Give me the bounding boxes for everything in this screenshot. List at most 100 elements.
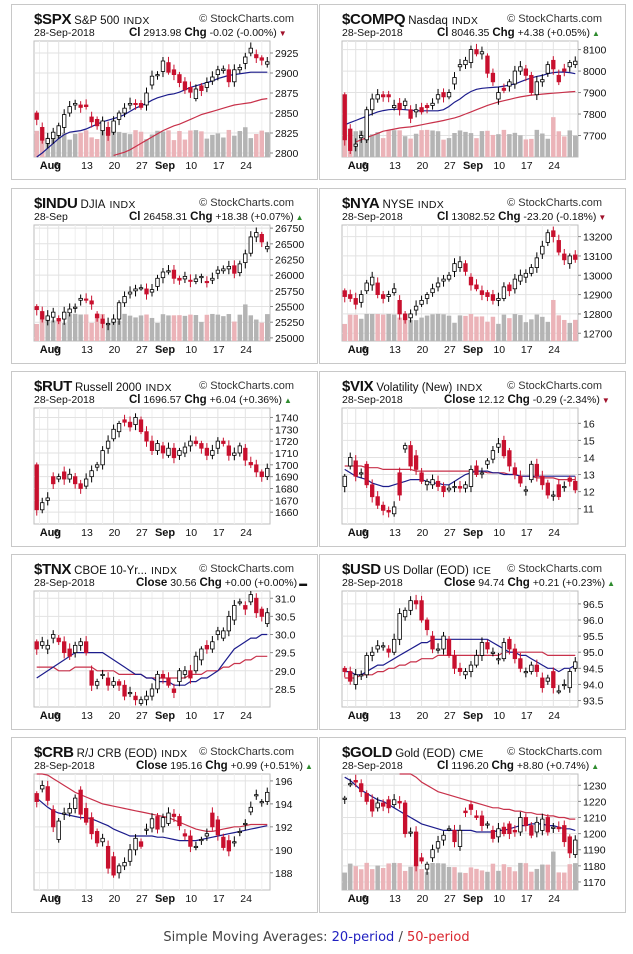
x-tick-label: Aug xyxy=(348,710,369,722)
flat-dash-icon: ▬ xyxy=(299,579,308,588)
y-tick-label: 12700 xyxy=(583,328,612,340)
symbol[interactable]: $NYA xyxy=(342,195,380,212)
candle xyxy=(199,648,204,661)
chart-panel-indu[interactable]: $INDU DJIA INDX © StockCharts.com 28-Sep Cl 2… xyxy=(11,188,318,364)
symbol[interactable]: $VIX xyxy=(342,378,374,395)
candle xyxy=(226,615,231,632)
sma50-line xyxy=(344,651,576,679)
volume-bar xyxy=(78,132,83,157)
candle xyxy=(512,278,518,290)
symbol[interactable]: $USD xyxy=(342,561,381,578)
volume-bar xyxy=(347,863,353,890)
symbol[interactable]: $RUT xyxy=(34,378,72,395)
y-tick-label: 190 xyxy=(275,845,293,857)
candle xyxy=(430,635,435,650)
sma20-line xyxy=(36,797,268,842)
candle xyxy=(34,112,39,120)
candle xyxy=(67,808,72,814)
instrument-name: DJIA xyxy=(80,199,106,211)
candle xyxy=(485,460,490,465)
symbol[interactable]: $COMPQ xyxy=(342,11,406,28)
y-tick-label: 1180 xyxy=(583,861,606,873)
sma-legend-sep: / xyxy=(394,930,407,945)
y-tick-label: 1700 xyxy=(275,460,299,472)
symbol[interactable]: $CRB xyxy=(34,744,74,761)
candle xyxy=(56,820,61,840)
candle xyxy=(243,253,248,264)
volume-bar xyxy=(364,131,369,157)
y-tick-label: 1690 xyxy=(275,472,299,484)
candle xyxy=(237,831,242,834)
symbol[interactable]: $TNX xyxy=(34,561,72,578)
candle xyxy=(496,92,501,100)
candle xyxy=(160,445,166,454)
volume-bar xyxy=(402,317,408,341)
y-tick-label: 30.5 xyxy=(275,611,296,623)
x-tick-label: 27 xyxy=(136,710,148,722)
candle xyxy=(243,822,248,825)
candle xyxy=(254,464,259,473)
candle xyxy=(232,841,237,844)
candle xyxy=(166,677,171,686)
candle xyxy=(370,799,375,812)
volume-bar xyxy=(551,851,556,890)
instrument-name: Gold (EOD) xyxy=(395,748,456,760)
chart-panel-vix[interactable]: $VIX Volatility (New) INDX © StockCharts.co… xyxy=(319,371,626,547)
candle xyxy=(359,783,364,793)
candle xyxy=(490,450,496,460)
candle xyxy=(556,690,561,693)
candle xyxy=(166,62,171,73)
chart-panel-nya[interactable]: $NYA NYSE INDX © StockCharts.com 28-Sep-2018… xyxy=(319,188,626,364)
candle xyxy=(419,857,424,862)
exchange: CME xyxy=(459,748,484,760)
volume-bar xyxy=(122,313,127,341)
candle xyxy=(144,431,149,442)
chart-panel-crb[interactable]: $CRB R/J CRB (EOD) INDX © StockCharts.com 28… xyxy=(11,737,318,913)
candle xyxy=(419,300,424,305)
x-tick-label: 24 xyxy=(240,527,252,539)
candle xyxy=(116,112,122,120)
chart-panel-rut[interactable]: $RUT Russell 2000 INDX © StockCharts.com 28-… xyxy=(11,371,318,547)
candle xyxy=(529,267,534,274)
instrument-name: S&P 500 xyxy=(74,15,120,27)
volume-bar xyxy=(507,134,512,157)
candle xyxy=(375,496,380,506)
x-tick-label: 24 xyxy=(548,344,560,356)
x-tick-label: 27 xyxy=(444,527,456,539)
chart-panel-usd[interactable]: $USD US Dollar (EOD) ICE © StockCharts.com 2… xyxy=(319,554,626,730)
candle xyxy=(105,677,111,686)
chart-panel-gold[interactable]: $GOLD Gold (EOD) CME © StockCharts.com 28-Se… xyxy=(319,737,626,913)
candle xyxy=(149,75,155,86)
x-tick-label: 13 xyxy=(389,344,401,356)
sma-legend-prefix: Simple Moving Averages: xyxy=(163,930,332,945)
candle xyxy=(545,482,550,496)
candle xyxy=(94,681,100,686)
candle xyxy=(166,812,171,824)
y-tick-label: 25250 xyxy=(275,317,304,329)
chart-panel-compq[interactable]: $COMPQ Nasdaq INDX © StockCharts.com 28-Sep-… xyxy=(319,4,626,180)
x-tick-label: 24 xyxy=(240,893,252,905)
volume-bar xyxy=(155,130,160,157)
chart-panel-spx[interactable]: $SPX S&P 500 INDX © StockCharts.com 28-Sep-2… xyxy=(11,4,318,180)
candle xyxy=(210,450,215,456)
x-tick-label: Aug xyxy=(348,344,369,356)
volume-bar xyxy=(166,130,171,157)
y-tick-label: 13100 xyxy=(583,251,612,263)
candle xyxy=(116,681,122,686)
volume-bar xyxy=(540,864,545,890)
sma20-legend: 20-period xyxy=(331,930,395,945)
x-tick-label: 6 xyxy=(54,893,60,905)
candle xyxy=(177,816,182,827)
symbol[interactable]: $GOLD xyxy=(342,744,393,761)
chart-header: $USD US Dollar (EOD) ICE © StockCharts.com xyxy=(342,561,622,578)
volume-bar xyxy=(369,313,375,341)
volume-bar xyxy=(457,872,463,890)
candle xyxy=(507,638,512,650)
candle xyxy=(413,455,419,470)
candle xyxy=(452,486,457,489)
volume-bar xyxy=(419,869,424,890)
symbol[interactable]: $SPX xyxy=(34,11,72,28)
candle xyxy=(397,613,402,640)
symbol[interactable]: $INDU xyxy=(34,195,78,212)
chart-panel-tnx[interactable]: $TNX CBOE 10-Yr... INDX © StockCharts.com 28… xyxy=(11,554,318,730)
